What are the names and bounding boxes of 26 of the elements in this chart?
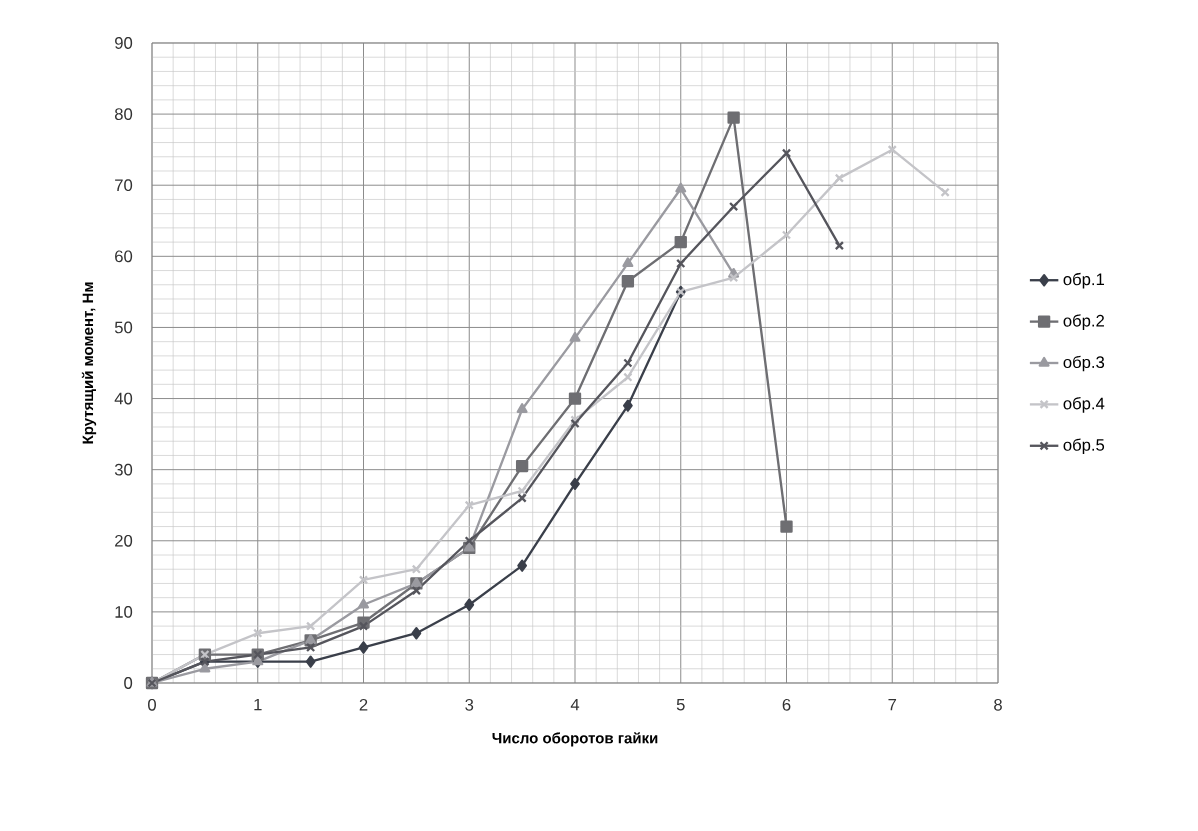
- y-axis-title: Крутящий момент, Нм: [81, 282, 97, 444]
- x-tick-label: 1: [254, 698, 262, 711]
- y-tick-label: 0: [124, 677, 133, 689]
- x-tick-label: 4: [570, 698, 580, 711]
- y-tick-label: 40: [114, 392, 133, 405]
- x-tick-label: 2: [359, 698, 368, 711]
- y-tick-label: 60: [115, 250, 133, 263]
- legend-label: обр.5: [1063, 438, 1105, 455]
- x-tick-label: 7: [888, 698, 897, 711]
- x-tick-label: 5: [676, 698, 685, 711]
- y-tick-label: 50: [114, 321, 133, 334]
- legend-label: обр.2: [1063, 314, 1104, 330]
- y-tick-label: 10: [115, 605, 133, 618]
- y-tick-label: 30: [114, 463, 133, 476]
- y-tick-label: 20: [115, 534, 133, 547]
- x-axis-title: Число оборотов гайки: [492, 732, 658, 747]
- y-tick-label: 90: [115, 37, 133, 49]
- x-tick-label: 6: [782, 698, 791, 711]
- legend-label: обр.4: [1063, 397, 1105, 413]
- x-tick-label: 3: [465, 698, 474, 711]
- x-tick-label: 0: [148, 698, 156, 711]
- legend-label: обр.3: [1063, 355, 1105, 372]
- y-tick-label: 80: [114, 108, 133, 120]
- y-tick-label: 70: [115, 179, 133, 192]
- x-tick-label: 8: [994, 698, 1002, 711]
- legend-label: обр.1: [1063, 272, 1105, 289]
